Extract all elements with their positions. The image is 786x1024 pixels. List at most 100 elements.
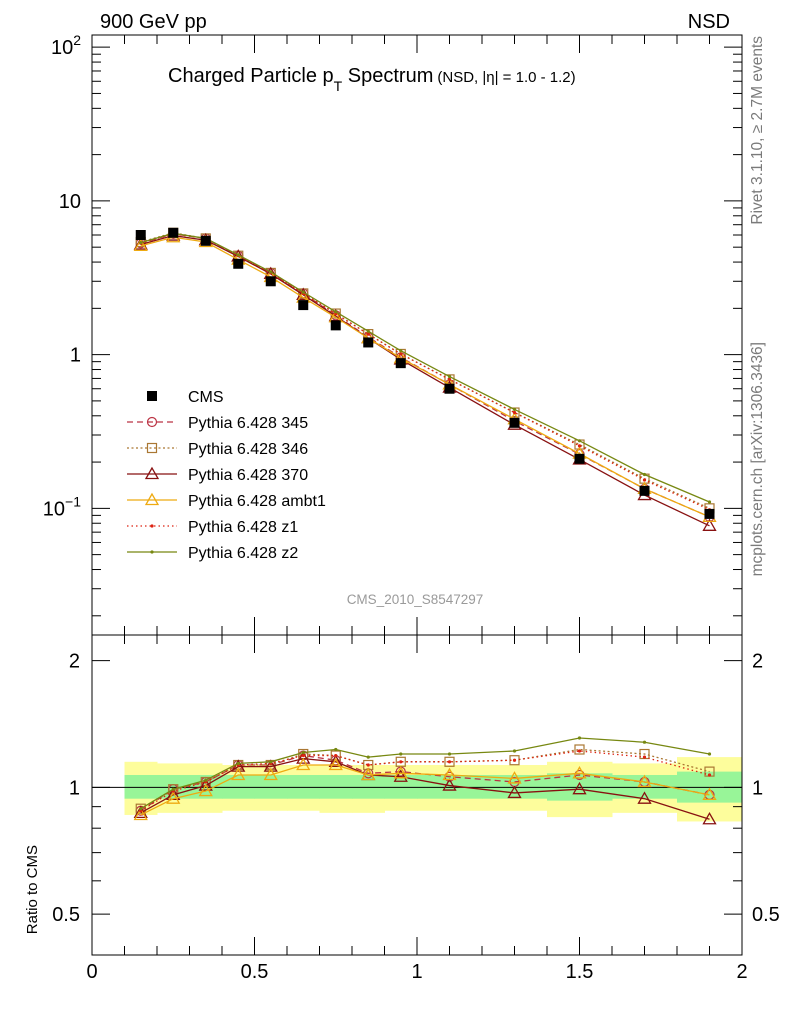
cms-point-1	[168, 227, 179, 238]
ratio-3-point-11	[572, 765, 587, 779]
ratio-line-3	[140, 764, 710, 816]
rivet-label: Rivet 3.1.10, ≥ 2.7M events	[749, 36, 766, 225]
ratio-3-point-9	[442, 767, 457, 781]
ratio-y-tick-label-right: 1	[752, 777, 763, 799]
legend-marker-3	[144, 466, 160, 480]
ratio-2-point-4	[263, 759, 278, 772]
inner-band-0	[124, 774, 158, 799]
ratio-3-point-1	[166, 791, 181, 804]
ratio-3-point-10	[507, 771, 522, 784]
header-right: NSD	[688, 11, 730, 33]
main-y-tick-label: 102	[51, 32, 81, 59]
cms-point-11	[574, 453, 585, 464]
ratio-3-point-13	[702, 787, 717, 800]
ratio-3-point-4	[263, 767, 278, 781]
x-tick-label: 0.5	[241, 961, 269, 983]
series-line-5	[140, 232, 710, 503]
series-4-point-7	[366, 332, 370, 336]
series-3-point-0	[133, 238, 148, 252]
main-y-tick-label: 1	[70, 345, 81, 367]
legend-marker-1	[146, 416, 158, 428]
watermark: CMS_2010_S8547297	[347, 592, 484, 607]
inner-band-6	[319, 774, 353, 799]
legend-label-5: Pythia 6.428 z1	[188, 519, 298, 536]
cms-point-0	[135, 230, 146, 240]
legend-label-4: Pythia 6.428 ambt1	[188, 493, 326, 510]
ratio-4-point-7	[366, 763, 370, 767]
ratio-panel: 0 0.5 1 1.5 2 0.5 0.5 1 1 2 2 Ratio to CMS	[24, 634, 780, 983]
x-tick-label: 2	[736, 961, 747, 983]
legend-marker-4	[144, 492, 160, 506]
ratio-4-point-6	[334, 753, 338, 758]
ratio-line-2	[140, 757, 710, 820]
ratio-5-point-1	[171, 787, 175, 791]
series-5-point-5	[301, 290, 305, 294]
main-y-tick-label: 10−1	[43, 493, 81, 520]
ratio-3-point-8	[393, 765, 408, 779]
series-5-point-4	[269, 270, 273, 274]
series-5-point-6	[334, 310, 338, 314]
cms-point-7	[363, 337, 374, 348]
ratio-axis-label: Ratio to CMS	[24, 845, 41, 934]
ratio-3-point-3	[231, 767, 246, 781]
series-5-point-12	[642, 472, 647, 477]
ratio-3-point-0	[133, 807, 148, 821]
ratio-5-point-8	[399, 752, 403, 756]
ratio-2-point-13	[702, 811, 717, 825]
legend-label-2: Pythia 6.428 346	[188, 441, 308, 458]
ratio-2-point-3	[231, 759, 246, 772]
series-4-point-9	[447, 377, 452, 381]
ratio-3-point-2	[198, 783, 213, 797]
ratio-4-point-5	[301, 753, 305, 758]
legend-label-0: CMS	[188, 389, 224, 406]
ratio-y-tick-label-left: 0.5	[52, 904, 80, 926]
ratio-2-point-11	[572, 781, 587, 795]
x-tick-label: 1	[411, 961, 422, 983]
series-5-point-7	[366, 329, 370, 333]
ratio-1-point-9	[444, 756, 455, 767]
cms-point-10	[509, 417, 520, 428]
ratio-5-point-12	[642, 740, 647, 744]
ratio-5-point-3	[236, 761, 240, 766]
inner-band-4	[254, 774, 288, 799]
inner-band-7	[352, 774, 385, 799]
series-4-point-8	[399, 352, 403, 356]
series-2-point-13	[702, 518, 717, 531]
legend-label-3: Pythia 6.428 370	[188, 467, 308, 484]
ratio-y-tick-label-right: 0.5	[752, 904, 780, 926]
ratio-2-point-8	[393, 769, 408, 782]
series-5-point-8	[399, 349, 403, 353]
ratio-y-tick-label-left: 1	[69, 777, 80, 799]
ratio-4-point-13	[707, 773, 712, 777]
cms-point-2	[200, 235, 211, 246]
inner-band-3	[222, 774, 255, 799]
cms-point-6	[330, 320, 341, 331]
ratio-5-point-2	[204, 778, 208, 782]
ratio-2-point-5	[296, 751, 311, 764]
cms-point-3	[233, 258, 244, 269]
ratio-5-point-13	[707, 752, 712, 756]
ratio-y-tick-label-right: 2	[752, 651, 763, 673]
ratio-5-point-7	[366, 755, 370, 759]
x-tick-label: 1.5	[566, 961, 594, 983]
ratio-3-point-5	[296, 757, 311, 771]
ratio-line-4	[140, 750, 710, 812]
ratio-4-point-9	[447, 760, 452, 764]
legend-marker-5	[150, 524, 154, 528]
ratio-2-point-10	[507, 785, 522, 799]
cms-point-8	[395, 358, 406, 369]
ratio-5-point-0	[139, 807, 143, 811]
ratio-5-point-6	[334, 747, 338, 752]
series-5-point-0	[139, 241, 143, 245]
ratio-4-point-10	[512, 758, 517, 762]
ratio-5-point-5	[301, 750, 305, 755]
legend-marker-6	[150, 550, 154, 554]
legend-marker-0	[147, 391, 157, 401]
ratio-5-point-9	[447, 752, 452, 756]
inner-band-5	[287, 774, 320, 799]
series-5-point-10	[512, 407, 517, 412]
legend-marker-2	[146, 442, 158, 454]
ratio-2-point-12	[637, 791, 652, 804]
ratio-2-point-9	[442, 778, 457, 791]
